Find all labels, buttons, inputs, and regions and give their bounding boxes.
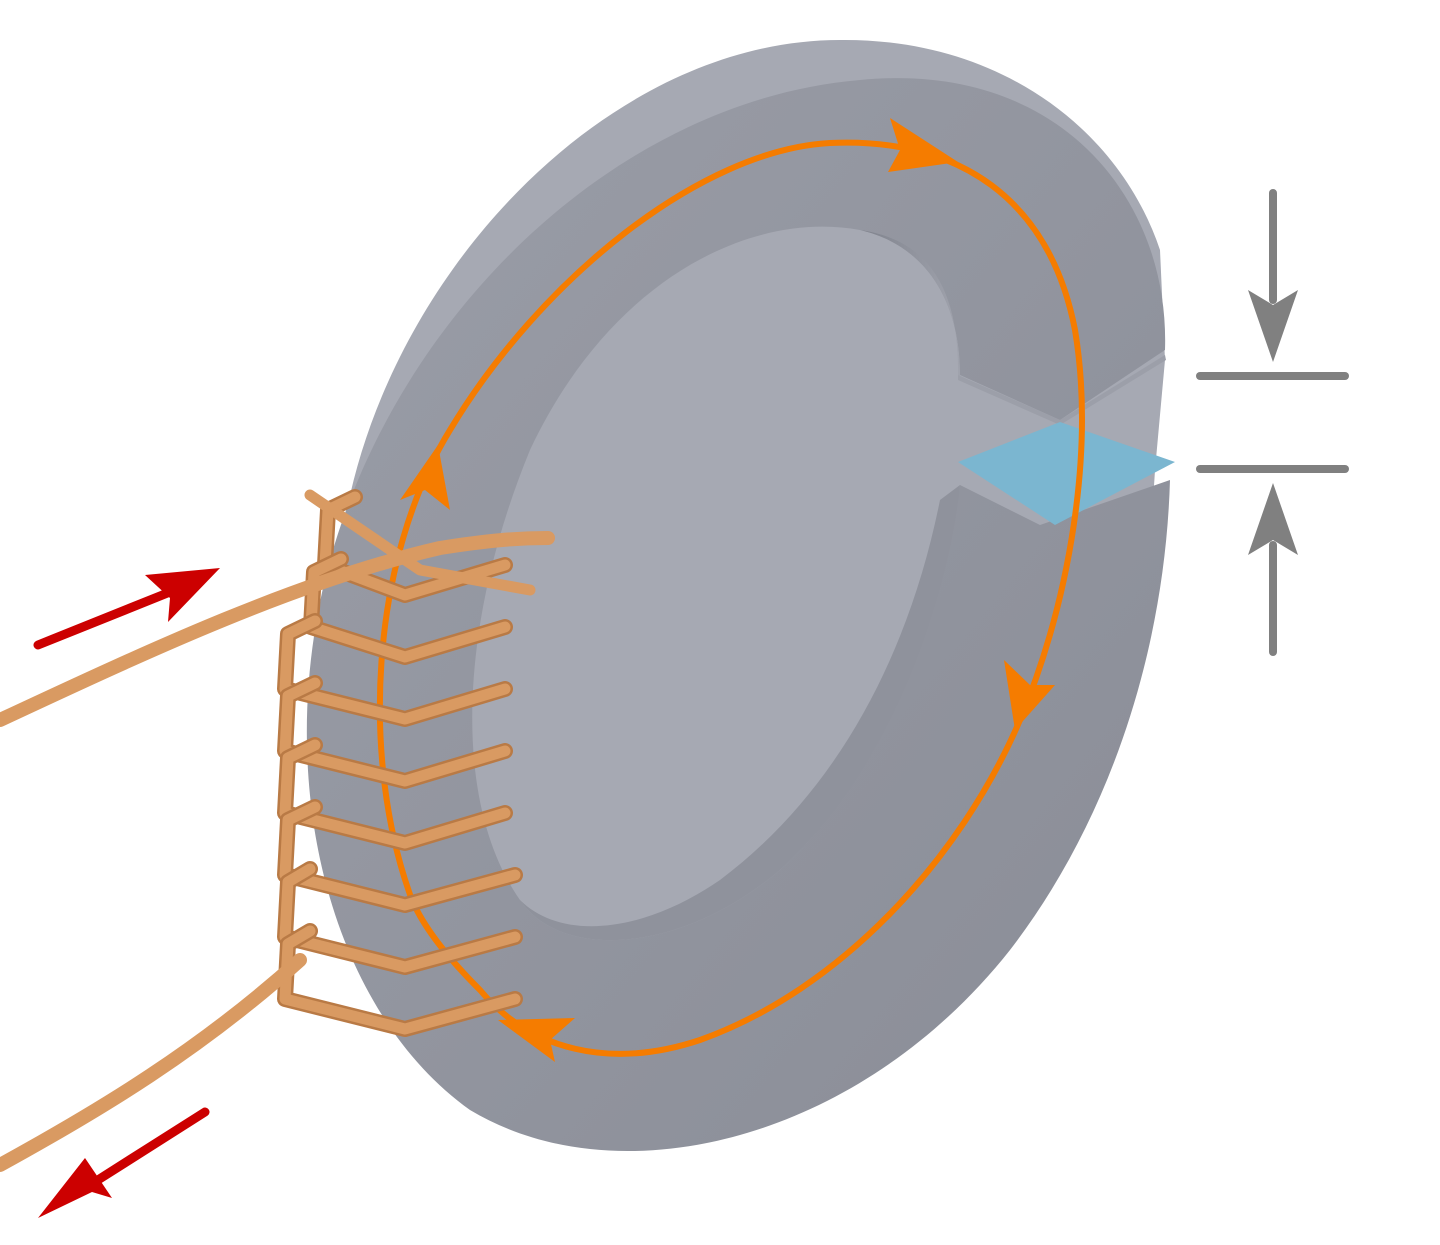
gap-dimension [1196, 189, 1349, 656]
arrow-right-up-icon [145, 568, 220, 622]
arrowhead-icon [1004, 660, 1055, 730]
arrow-left-down-icon [38, 1158, 112, 1218]
arrowhead-icon [400, 445, 450, 510]
air-gap-face [958, 422, 1175, 525]
core-inner-wall [520, 485, 960, 941]
current-in-shaft [33, 585, 180, 650]
flux-path [376, 139, 1085, 1057]
arrow-up-icon [1248, 483, 1298, 555]
core-front-face [306, 78, 1170, 1152]
current-out-shaft [85, 1107, 210, 1190]
toroid-core [306, 39, 1175, 1152]
winding-turn [279, 925, 521, 1035]
arrow-down-icon [1248, 290, 1298, 362]
flux-loop-line [376, 139, 1085, 1057]
lead-wire-in [0, 531, 555, 727]
lead-wires [0, 531, 555, 1172]
current-arrows [33, 585, 210, 1190]
winding-turn [304, 489, 536, 596]
winding-coil [277, 489, 536, 1037]
lead-wire-out [0, 953, 307, 1172]
flux-arrows [400, 118, 1055, 1062]
arrowhead-icon [498, 1018, 575, 1062]
arrowhead-icon [888, 118, 958, 172]
